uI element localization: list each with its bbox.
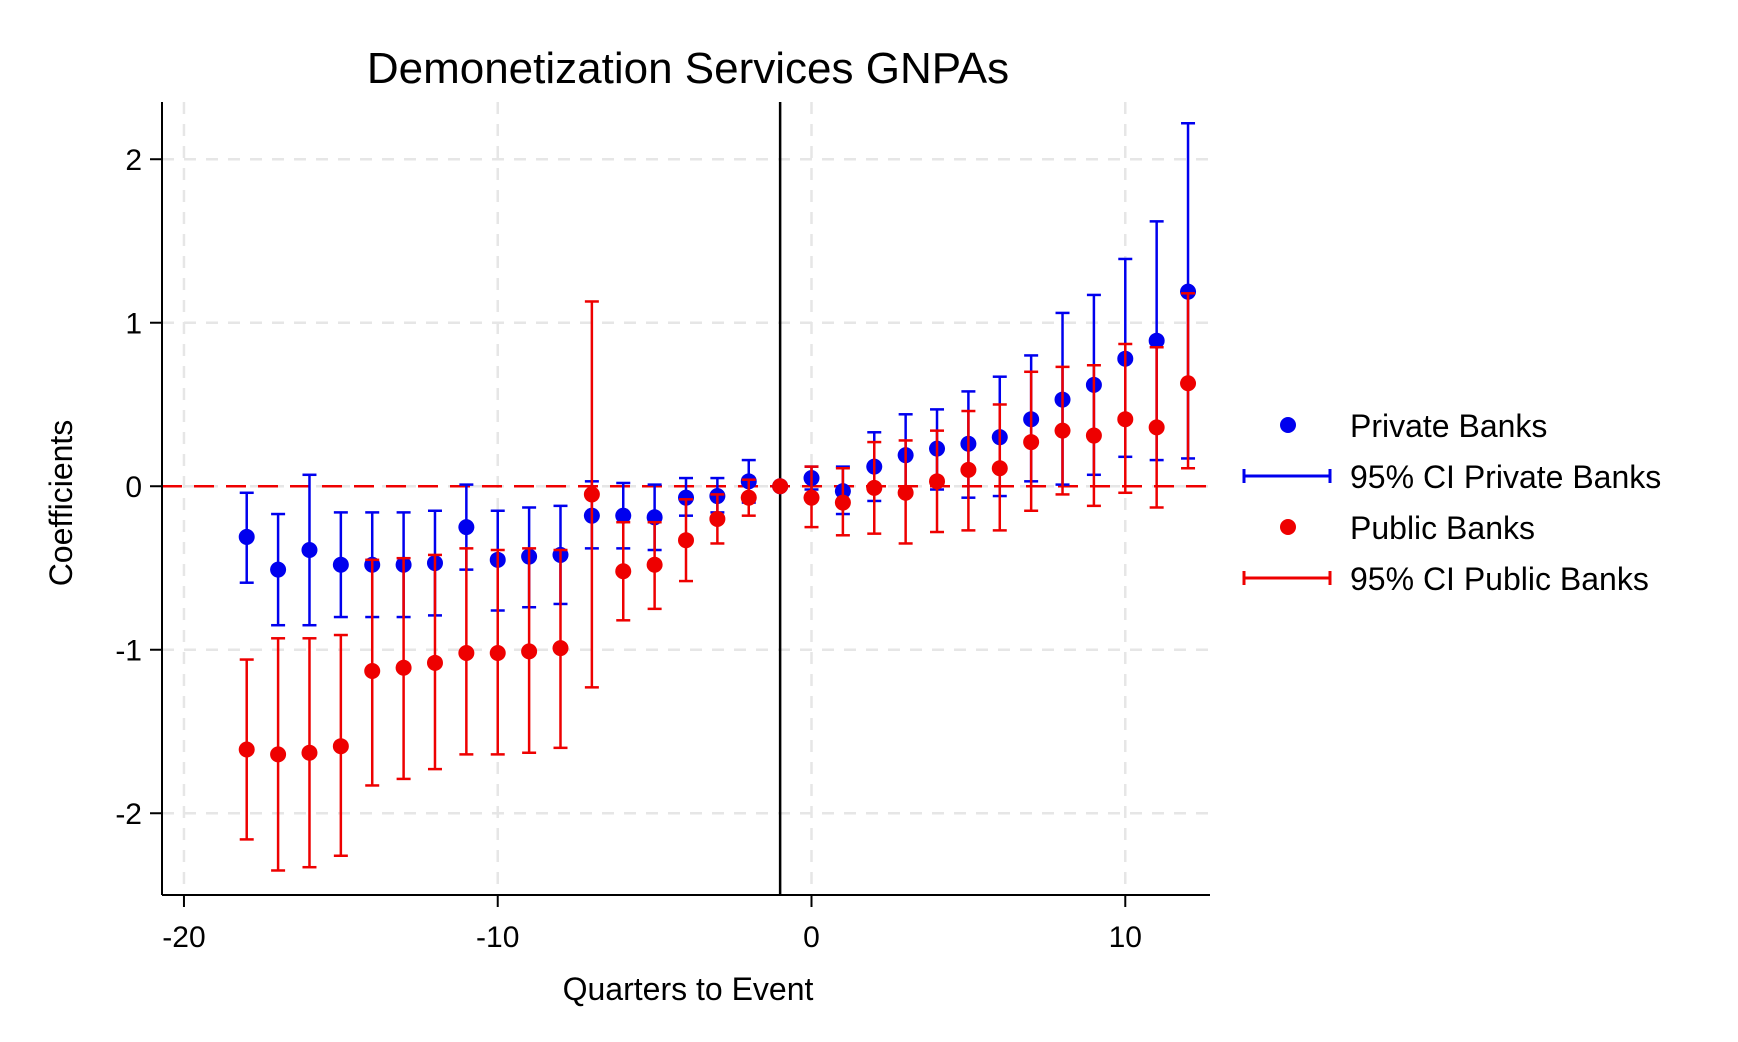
data-point [332, 556, 349, 573]
data-point [458, 519, 475, 536]
data-point [270, 561, 287, 578]
data-point [866, 479, 883, 496]
data-point [552, 640, 569, 657]
data-point [960, 461, 977, 478]
series-private-banks [238, 122, 1197, 627]
data-point [332, 738, 349, 755]
data-point [426, 654, 443, 671]
data-point [238, 741, 255, 758]
legend-label-private-banks: Private Banks [1350, 408, 1547, 444]
y-tick-label: -1 [115, 635, 142, 668]
x-tick-label: -20 [162, 921, 205, 954]
data-point [1180, 375, 1197, 392]
legend-label-ci-private-banks: 95% CI Private Banks [1350, 459, 1661, 495]
data-point [238, 528, 255, 545]
data-point [1180, 283, 1197, 300]
data-point [1148, 332, 1165, 349]
data-point [678, 532, 694, 549]
data-point [364, 662, 381, 679]
data-point [1117, 411, 1134, 428]
data-point [583, 486, 600, 503]
chart-title: Demonetization Services GNPAs [367, 44, 1009, 93]
data-point [1054, 422, 1071, 439]
data-point [489, 645, 506, 662]
legend-ci-private-banks [1242, 469, 1332, 483]
data-point [646, 556, 663, 573]
series-public-banks [238, 292, 1197, 872]
x-tick-label: -10 [476, 921, 519, 954]
legend: Private Banks 95% CI Private Banks Publi… [1242, 408, 1661, 597]
data-point [834, 494, 851, 511]
data-point [1023, 434, 1040, 451]
y-tick-label: -2 [115, 798, 142, 831]
data-point [897, 484, 914, 501]
data-point [803, 489, 820, 506]
x-axis-label: Quarters to Event [563, 971, 814, 1007]
x-tick-label: 0 [803, 921, 820, 954]
y-tick-label: 2 [125, 144, 142, 177]
data-point [1148, 419, 1165, 436]
data-point [678, 489, 694, 506]
data-point [270, 746, 287, 763]
legend-label-public-banks: Public Banks [1350, 510, 1535, 546]
data-point [301, 744, 318, 761]
y-tick-label: 0 [125, 471, 142, 504]
data-point [772, 478, 789, 495]
y-axis-label: Coefficients [43, 420, 79, 587]
data-point [740, 489, 757, 506]
legend-marker-private-banks [1280, 417, 1296, 433]
data-point [395, 659, 412, 676]
data-point [301, 542, 318, 559]
data-point [929, 473, 946, 490]
data-point [615, 507, 632, 524]
data-point [991, 460, 1008, 477]
legend-ci-public-banks [1242, 571, 1332, 585]
data-point [458, 645, 475, 662]
legend-label-ci-public-banks: 95% CI Public Banks [1350, 561, 1649, 597]
data-point [1085, 427, 1102, 444]
x-tick-label: 10 [1109, 921, 1142, 954]
y-tick-label: 1 [125, 308, 142, 341]
data-point [709, 510, 726, 527]
legend-marker-public-banks [1280, 519, 1296, 535]
data-point [521, 643, 538, 660]
series-layer [238, 122, 1197, 872]
data-point [615, 563, 632, 580]
